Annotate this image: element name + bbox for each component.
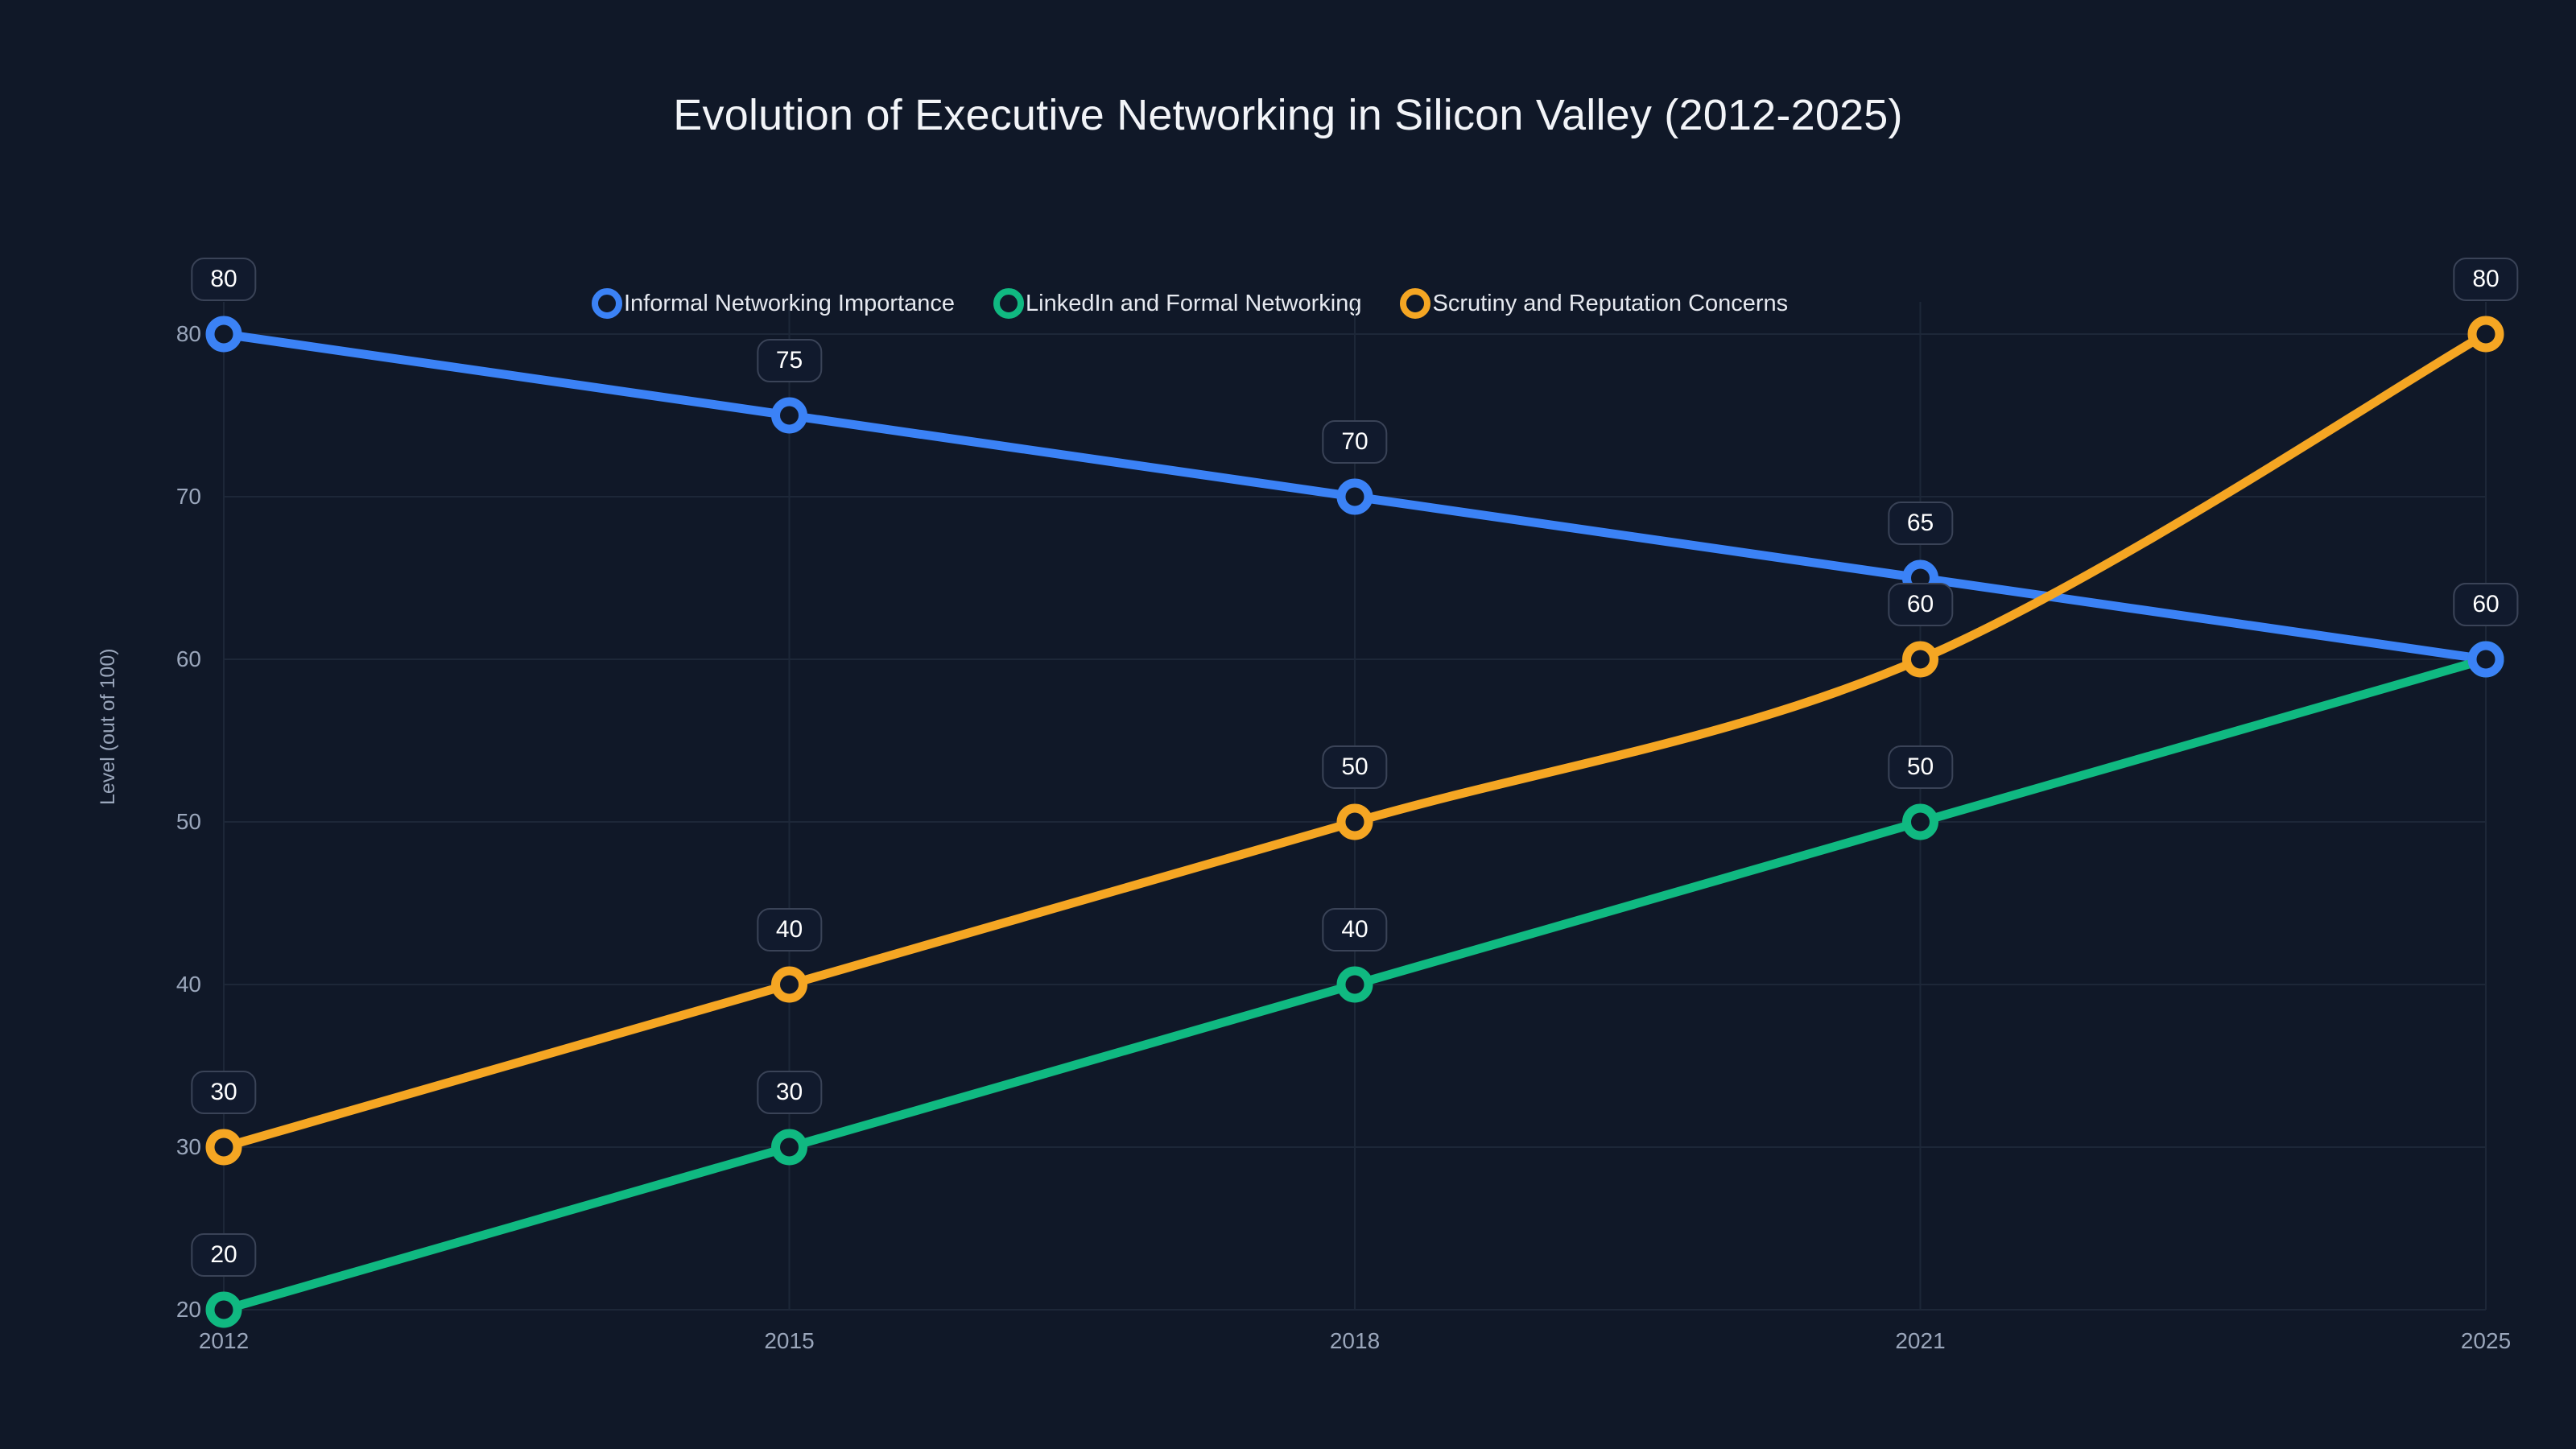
- x-axis-ticks: 2012 2015 2018 2021 2025: [199, 1328, 2511, 1364]
- plot-area: 807570656020304050603040506080: [191, 258, 2519, 1328]
- y-axis-tick-label: 50: [175, 809, 201, 834]
- data-point-marker[interactable]: [205, 1129, 242, 1166]
- x-axis-tick-label: 2018: [1329, 1328, 1381, 1353]
- chart-title: Evolution of Executive Networking in Sil…: [673, 91, 1903, 139]
- data-point-marker[interactable]: [1902, 803, 1938, 840]
- data-point-marker[interactable]: [205, 316, 242, 353]
- legend-marker-circle-icon: [592, 288, 622, 319]
- data-point-label: 60: [1887, 583, 1954, 626]
- data-point-marker[interactable]: [1902, 641, 1938, 678]
- legend-label: LinkedIn and Formal Networking: [1026, 290, 1362, 316]
- data-point-marker[interactable]: [771, 397, 807, 434]
- y-axis-tick-label: 40: [175, 972, 201, 997]
- data-point-label: 40: [1322, 908, 1388, 952]
- data-point-label: 20: [191, 1233, 257, 1277]
- data-point-label: 80: [191, 258, 257, 301]
- data-point-label: 70: [1322, 420, 1388, 464]
- legend-item-series-1[interactable]: LinkedIn and Formal Networking: [993, 288, 1361, 319]
- data-point-label: 30: [191, 1071, 257, 1114]
- x-axis-tick-label: 2025: [2460, 1328, 2512, 1353]
- legend-marker-circle-icon: [1400, 288, 1431, 319]
- legend-item-series-2[interactable]: Scrutiny and Reputation Concerns: [1400, 288, 1788, 319]
- plot-svg: [205, 302, 2504, 1328]
- legend-marker-circle-icon: [993, 288, 1024, 319]
- data-point-label: 30: [756, 1071, 823, 1114]
- data-point-marker[interactable]: [1336, 966, 1373, 1003]
- y-axis-title: Level (out of 100): [97, 648, 119, 805]
- x-axis-tick-label: 2021: [1895, 1328, 1946, 1353]
- data-point-marker[interactable]: [2467, 316, 2504, 353]
- x-axis-tick-label: 2015: [764, 1328, 815, 1353]
- y-axis-tick-label: 20: [175, 1297, 201, 1322]
- y-axis-tick-label: 70: [175, 484, 201, 509]
- data-point-label: 75: [756, 339, 823, 382]
- data-point-label: 65: [1887, 502, 1954, 545]
- data-point-marker[interactable]: [1336, 478, 1373, 515]
- data-point-marker[interactable]: [771, 1129, 807, 1166]
- data-point-marker[interactable]: [205, 1291, 242, 1328]
- y-axis-ticks: 20 30 40 50 60 70 80: [153, 321, 201, 1322]
- y-axis-tick-label: 30: [175, 1134, 201, 1159]
- data-point-label: 60: [2453, 583, 2519, 626]
- y-axis-tick-label: 60: [175, 646, 201, 671]
- legend-label: Scrutiny and Reputation Concerns: [1432, 290, 1789, 316]
- data-point-label: 50: [1887, 745, 1954, 789]
- data-point-marker[interactable]: [1336, 803, 1373, 840]
- x-axis-tick-label: 2012: [198, 1328, 250, 1353]
- y-axis-tick-label: 80: [175, 321, 201, 346]
- data-point-label: 50: [1322, 745, 1388, 789]
- data-point-label: 40: [756, 908, 823, 952]
- chart-legend: Informal Networking Importance LinkedIn …: [592, 288, 1788, 319]
- data-point-marker[interactable]: [2467, 641, 2504, 678]
- data-point-marker[interactable]: [771, 966, 807, 1003]
- legend-item-series-0[interactable]: Informal Networking Importance: [592, 288, 955, 319]
- data-point-label: 80: [2453, 258, 2519, 301]
